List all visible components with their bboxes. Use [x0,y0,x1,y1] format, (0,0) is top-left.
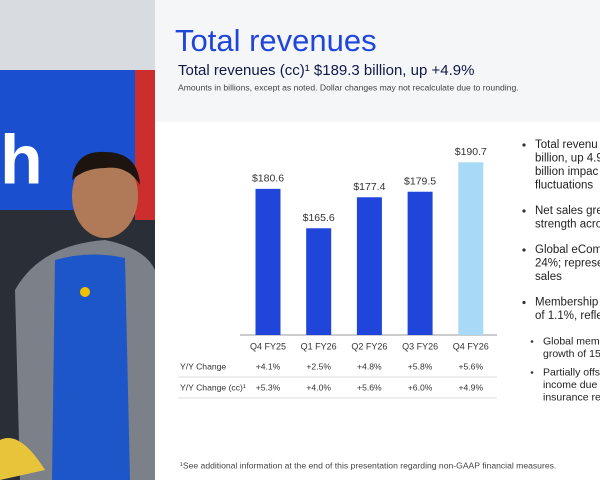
table-cell: +4.9% [458,382,483,392]
table-cell: +4.1% [256,361,281,371]
bullet-text: fluctuations [535,180,593,192]
photo: h [0,0,155,480]
value-label: $190.7 [455,146,487,158]
bar [407,191,433,335]
bullet-dot [522,300,526,305]
bar [356,197,382,335]
table-cell: +6.0% [408,382,433,392]
table-cell: +4.0% [306,382,331,392]
bar [306,228,332,335]
table-cell: +5.6% [357,382,382,392]
bar [255,188,281,335]
bullet-dot [530,371,534,374]
value-label: $165.6 [303,212,335,224]
value-label: $177.4 [353,181,385,193]
header-band [155,0,600,122]
bullet-text: 24%; represe [535,258,600,270]
bullet-text: income due [543,379,597,391]
bullet-text: Partially offs [543,366,600,378]
bullet-dot [522,209,526,213]
bullet-text: Global mem [543,335,600,347]
bullet-text: Total revenu [535,139,598,151]
x-tick-label: Q4 FY26 [453,341,489,351]
bullet-text: billion impac [535,166,599,178]
bullet-text: Global eCom [535,244,600,256]
bullet-text: of 1.1%, refle [535,310,600,322]
value-label: $180.6 [252,173,284,185]
table-cell: +5.6% [458,361,483,371]
bullet-text: Membership [535,297,598,309]
value-label: $179.5 [404,176,436,188]
bar [458,162,484,335]
footnote: ¹See additional information at the end o… [180,460,556,470]
x-tick-label: Q2 FY26 [351,341,387,351]
bullet-text: insurance re [543,391,600,403]
row-label: Y/Y Change [180,361,226,371]
table-cell: +4.8% [357,361,382,371]
table-cell: +2.5% [306,361,331,371]
bullet-dot [522,248,526,252]
svg-text:h: h [0,120,43,198]
bullet-text: growth of 15 [543,348,600,360]
bullet-text: billion, up 4.9 [535,153,600,165]
bullet-dot [522,143,526,147]
bullet-text: sales [535,271,562,283]
x-tick-label: Q3 FY26 [402,341,438,351]
note: Amounts in billions, except as noted. Do… [178,82,519,92]
x-tick-label: Q1 FY26 [301,341,337,351]
table-cell: +5.3% [256,382,281,392]
bullet-dot [530,340,534,343]
subtitle: Total revenues (cc)¹ $189.3 billion, up … [178,62,474,79]
row-label: Y/Y Change (cc)¹ [180,382,246,392]
title: Total revenues [175,23,377,58]
bullet-text: strength acro [535,219,600,231]
bullet-text: Net sales gre [535,205,600,217]
x-tick-label: Q4 FY25 [250,341,286,351]
table-cell: +5.8% [408,361,433,371]
